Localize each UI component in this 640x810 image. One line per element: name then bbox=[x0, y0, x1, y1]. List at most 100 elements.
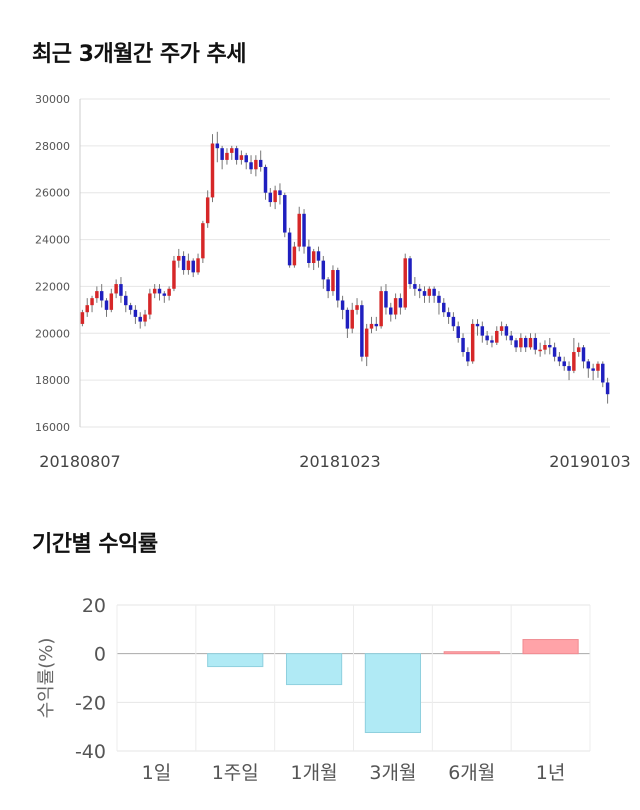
candle-body bbox=[432, 288, 436, 296]
candle-body bbox=[124, 295, 128, 306]
candle bbox=[109, 288, 114, 313]
candle-body bbox=[138, 316, 142, 322]
candle-body bbox=[340, 300, 345, 310]
candle-body bbox=[95, 291, 99, 299]
candle bbox=[495, 326, 499, 345]
candle-body bbox=[114, 284, 118, 294]
y-tick-label: 30000 bbox=[35, 93, 70, 106]
candle bbox=[514, 337, 518, 353]
candle-body bbox=[499, 326, 504, 331]
candle bbox=[533, 333, 538, 355]
candle bbox=[162, 291, 167, 303]
y-axis-label: 수익률(%) bbox=[36, 638, 57, 719]
candle bbox=[442, 298, 446, 317]
candle-body bbox=[201, 223, 205, 259]
candle-body bbox=[148, 293, 152, 315]
candle-body bbox=[167, 288, 171, 296]
candle-body bbox=[364, 328, 369, 357]
candle-body bbox=[596, 363, 600, 371]
candle-body bbox=[456, 326, 460, 338]
candle-body bbox=[321, 260, 326, 280]
candle bbox=[591, 363, 595, 381]
candle bbox=[138, 312, 142, 329]
candle bbox=[181, 251, 186, 275]
candle-body bbox=[249, 162, 253, 170]
y-tick-label: 28000 bbox=[35, 140, 70, 153]
candle bbox=[475, 319, 480, 336]
candle-body bbox=[326, 279, 330, 292]
candle bbox=[321, 255, 326, 289]
candle-body bbox=[191, 260, 195, 273]
candle bbox=[581, 345, 586, 369]
candle-body bbox=[157, 288, 162, 294]
candle bbox=[374, 316, 379, 331]
candle bbox=[543, 340, 547, 355]
candle bbox=[596, 361, 600, 378]
candle bbox=[393, 293, 398, 320]
candle bbox=[446, 307, 451, 324]
candle bbox=[307, 239, 311, 268]
candle-body bbox=[109, 293, 114, 310]
y-tick-label: 20000 bbox=[35, 327, 70, 340]
candle-body bbox=[360, 305, 364, 357]
candle bbox=[244, 152, 248, 170]
x-tick-label: 1개월 bbox=[291, 762, 338, 784]
candle-body bbox=[186, 260, 191, 271]
candle bbox=[114, 279, 118, 299]
candle-body bbox=[143, 314, 147, 322]
period-return-chart: 20 0 -20 -40 수익률(%) 1일 1주일 1개월 3개월 6개월 1년 bbox=[36, 595, 591, 784]
candle bbox=[379, 286, 383, 329]
candle-body bbox=[417, 288, 422, 292]
candle-body bbox=[475, 323, 480, 327]
candle-body bbox=[220, 148, 224, 160]
candle bbox=[403, 253, 407, 310]
candle-body bbox=[350, 309, 354, 329]
candle-body bbox=[302, 213, 306, 247]
candle-body bbox=[451, 316, 456, 327]
candle-body bbox=[162, 293, 167, 296]
candle bbox=[369, 316, 374, 334]
candle bbox=[350, 302, 354, 334]
candle-body bbox=[398, 298, 403, 308]
candle bbox=[422, 286, 427, 303]
candle-body bbox=[336, 270, 340, 301]
candle bbox=[133, 305, 138, 324]
candle-body bbox=[581, 347, 586, 362]
candle bbox=[311, 248, 316, 271]
candle-body bbox=[297, 213, 301, 247]
candle bbox=[234, 145, 239, 165]
candle-body bbox=[205, 197, 210, 224]
x-tick-label: 20180807 bbox=[39, 452, 120, 471]
candle bbox=[345, 307, 350, 338]
candle bbox=[85, 298, 89, 317]
candle bbox=[336, 267, 340, 308]
candle-body bbox=[254, 159, 258, 170]
candle-body bbox=[133, 309, 138, 317]
candle bbox=[254, 155, 258, 177]
candle bbox=[273, 185, 277, 210]
candle bbox=[552, 342, 557, 362]
candle-body bbox=[374, 323, 379, 327]
candle-body bbox=[307, 246, 311, 263]
candle-body bbox=[379, 291, 383, 327]
candle bbox=[172, 255, 176, 292]
candle bbox=[143, 309, 147, 327]
candle-body bbox=[528, 337, 533, 348]
candle-body bbox=[523, 337, 528, 348]
y-tick-label: -40 bbox=[75, 741, 106, 763]
candle-body bbox=[80, 312, 85, 324]
candle bbox=[331, 265, 335, 296]
candle-body bbox=[258, 159, 263, 167]
candle-body bbox=[172, 260, 176, 289]
candle bbox=[104, 298, 109, 317]
candle-body bbox=[287, 232, 292, 266]
candle bbox=[230, 145, 234, 160]
candle-body bbox=[437, 295, 441, 303]
candle bbox=[326, 277, 330, 299]
candle-body bbox=[316, 251, 321, 261]
candle-body bbox=[576, 347, 581, 353]
candle bbox=[201, 220, 205, 263]
candle bbox=[119, 277, 123, 303]
candle-body bbox=[210, 143, 215, 198]
candle-body bbox=[225, 152, 229, 160]
